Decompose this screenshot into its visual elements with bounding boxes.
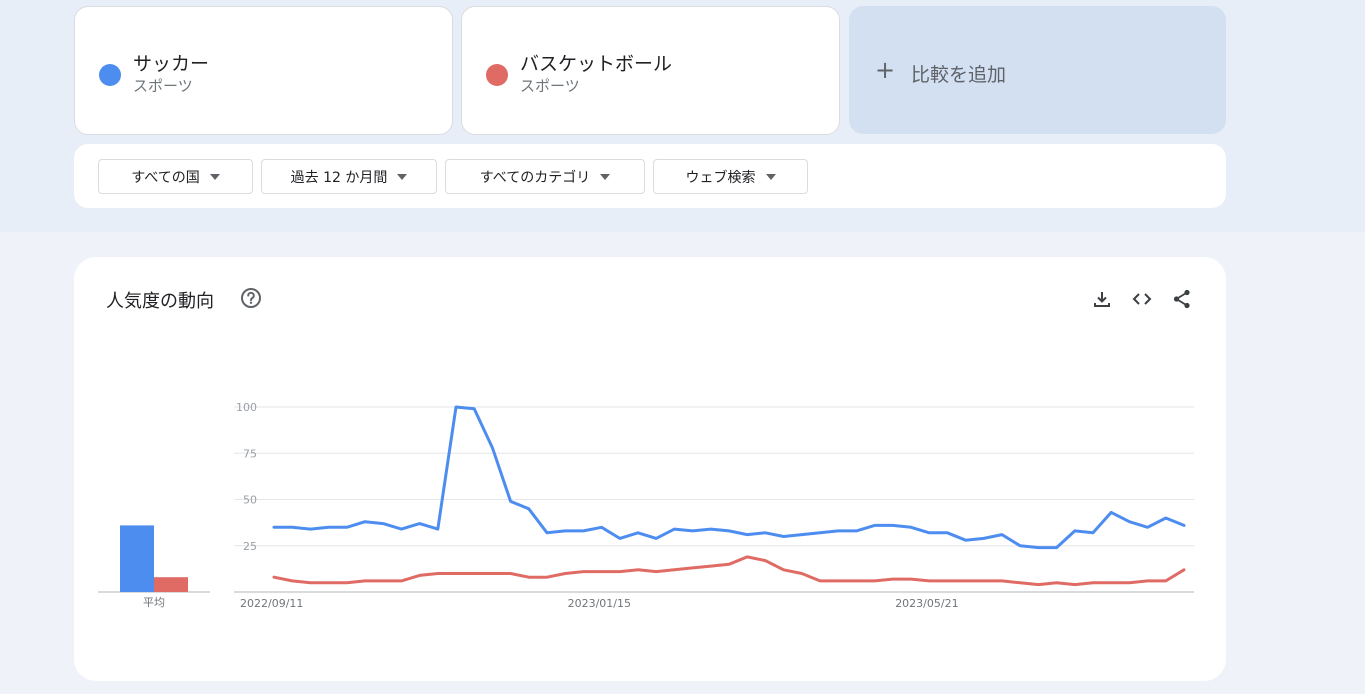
help-icon[interactable] bbox=[240, 287, 262, 309]
term-name[interactable]: サッカー bbox=[133, 53, 210, 75]
series-color-dot bbox=[99, 64, 121, 86]
term-category: スポーツ bbox=[520, 77, 580, 95]
y-tick-label: 100 bbox=[236, 401, 257, 414]
series-line-0 bbox=[272, 405, 1186, 550]
x-tick-label: 2022/09/11 bbox=[240, 597, 303, 610]
filter-time-range[interactable]: 過去 12 か月間 bbox=[261, 159, 437, 194]
caret-down-icon bbox=[209, 173, 220, 180]
x-tick-label: 2023/05/21 bbox=[895, 597, 958, 610]
plus-icon: + bbox=[875, 56, 896, 84]
interest-over-time-chart: 25 50 75 100 2022/09/11 2023/01/15 2023/05/21 平… bbox=[98, 401, 1194, 610]
filter-country[interactable]: すべての国 bbox=[98, 159, 253, 194]
download-icon[interactable] bbox=[1091, 288, 1113, 310]
y-tick-label: 50 bbox=[243, 494, 257, 507]
caret-down-icon bbox=[600, 173, 611, 180]
term-name[interactable]: バスケットボール bbox=[520, 53, 673, 75]
series-color-dot bbox=[486, 64, 508, 86]
add-comparison-label: 比較を追加 bbox=[911, 64, 1007, 86]
series-line-1 bbox=[272, 555, 1186, 587]
filter-bar: すべての国 過去 12 か月間 すべてのカテゴリ ウェブ検索 bbox=[74, 144, 1226, 208]
panel-title: 人気度の動向 bbox=[106, 291, 214, 312]
filter-search-type-label: ウェブ検索 bbox=[685, 169, 756, 186]
embed-code-icon[interactable] bbox=[1131, 288, 1153, 310]
average-label: 平均 bbox=[143, 596, 165, 609]
caret-down-icon bbox=[397, 173, 408, 180]
y-tick-label: 75 bbox=[243, 447, 257, 460]
share-icon[interactable] bbox=[1171, 288, 1193, 310]
y-tick-label: 25 bbox=[243, 540, 257, 553]
filter-category[interactable]: すべてのカテゴリ bbox=[445, 159, 645, 194]
term-category: スポーツ bbox=[133, 77, 193, 95]
interest-over-time-panel: 人気度の動向 25 50 75 100 2022/09/11 2023/01/15 2023… bbox=[74, 257, 1226, 681]
average-bar-0 bbox=[120, 525, 154, 592]
filter-country-label: すべての国 bbox=[131, 169, 200, 186]
filter-category-label: すべてのカテゴリ bbox=[479, 169, 591, 186]
average-bar-1 bbox=[154, 577, 188, 592]
add-comparison-button[interactable]: + 比較を追加 bbox=[849, 6, 1226, 134]
x-tick-label: 2023/01/15 bbox=[568, 597, 631, 610]
filter-time-range-label: 過去 12 か月間 bbox=[290, 169, 388, 186]
filter-search-type[interactable]: ウェブ検索 bbox=[653, 159, 808, 194]
caret-down-icon bbox=[765, 173, 776, 180]
search-term-card-basketball[interactable]: バスケットボール スポーツ bbox=[461, 6, 840, 135]
search-term-card-soccer[interactable]: サッカー スポーツ bbox=[74, 6, 453, 135]
